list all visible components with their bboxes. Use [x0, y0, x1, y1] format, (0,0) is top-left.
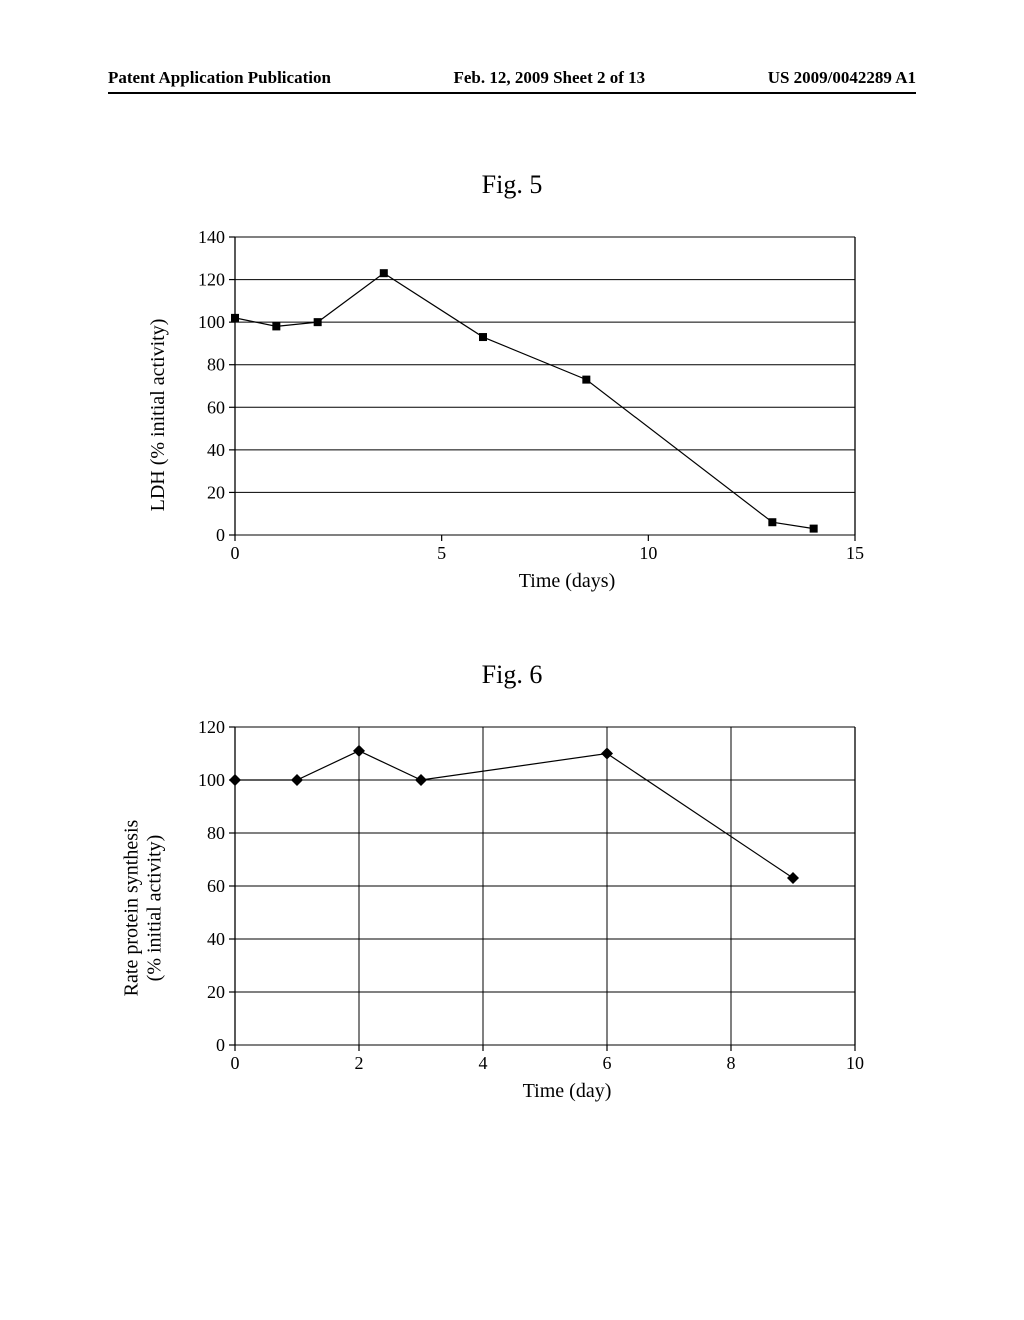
svg-text:40: 40 [207, 440, 225, 460]
fig6-xlabel: Time (day) [523, 1080, 612, 1103]
svg-text:60: 60 [207, 876, 225, 896]
svg-text:0: 0 [216, 525, 225, 545]
svg-text:2: 2 [355, 1053, 364, 1073]
fig5-ylabel: LDH (% initial activity) [147, 319, 170, 512]
header-left: Patent Application Publication [108, 68, 331, 88]
svg-text:8: 8 [727, 1053, 736, 1073]
fig6-ylabel-line1: Rate protein synthesis [120, 820, 143, 997]
fig6-ylabel-line2: (% initial activity) [143, 820, 166, 997]
svg-text:140: 140 [198, 227, 225, 247]
svg-text:60: 60 [207, 397, 225, 417]
svg-text:120: 120 [198, 717, 225, 737]
svg-text:80: 80 [207, 823, 225, 843]
svg-text:20: 20 [207, 982, 225, 1002]
svg-text:40: 40 [207, 929, 225, 949]
svg-text:5: 5 [437, 543, 446, 563]
fig5-xlabel: Time (days) [519, 570, 615, 593]
fig6-svg: 0246810020406080100120 [175, 715, 875, 1115]
svg-text:6: 6 [603, 1053, 612, 1073]
svg-text:20: 20 [207, 482, 225, 502]
header-rule [108, 92, 916, 94]
svg-text:80: 80 [207, 355, 225, 375]
svg-text:10: 10 [846, 1053, 864, 1073]
svg-text:120: 120 [198, 270, 225, 290]
svg-text:15: 15 [846, 543, 864, 563]
fig6-ylabel: Rate protein synthesis (% initial activi… [120, 820, 166, 997]
fig6-chart: 0246810020406080100120 Rate protein synt… [175, 715, 875, 1115]
svg-text:0: 0 [231, 1053, 240, 1073]
svg-text:4: 4 [479, 1053, 488, 1073]
header-right: US 2009/0042289 A1 [768, 68, 916, 88]
fig5-svg: 0 5 10 15 0 20 40 60 80 100 120 140 [175, 225, 875, 605]
fig6-title: Fig. 6 [482, 660, 543, 690]
svg-text:0: 0 [216, 1035, 225, 1055]
fig5-title: Fig. 5 [482, 170, 543, 200]
svg-text:100: 100 [198, 770, 225, 790]
svg-text:10: 10 [639, 543, 657, 563]
header-center: Feb. 12, 2009 Sheet 2 of 13 [453, 68, 645, 88]
fig5-chart: 051015020406080100120140 LDH (% initial … [175, 225, 875, 605]
page-header: Patent Application Publication Feb. 12, … [0, 68, 1024, 88]
svg-text:100: 100 [198, 312, 225, 332]
svg-text:0: 0 [231, 543, 240, 563]
